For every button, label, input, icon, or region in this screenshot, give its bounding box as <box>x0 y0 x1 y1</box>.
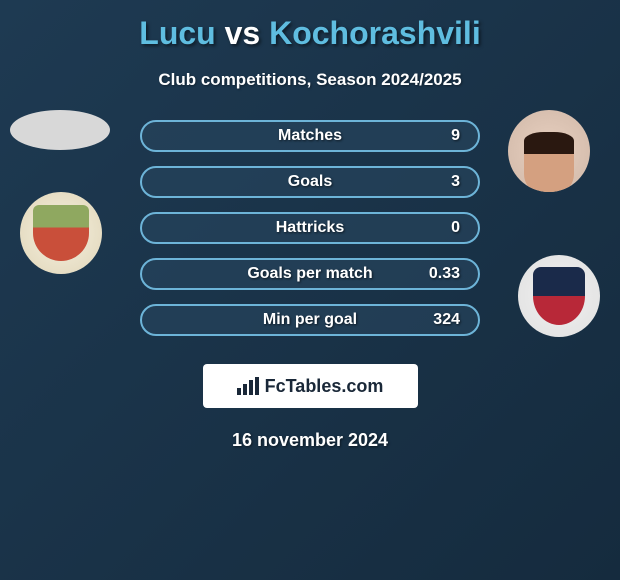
subtitle: Club competitions, Season 2024/2025 <box>158 70 461 90</box>
stat-row-hattricks: Hattricks 0 <box>140 212 480 244</box>
bar-chart-icon <box>237 377 259 395</box>
stat-row-goals-per-match: Goals per match 0.33 <box>140 258 480 290</box>
date-text: 16 november 2024 <box>232 430 388 451</box>
stat-row-matches: Matches 9 <box>140 120 480 152</box>
stat-value: 324 <box>433 311 460 329</box>
stat-value: 3 <box>451 173 460 191</box>
player1-club-badge <box>20 192 102 274</box>
elche-crest-icon <box>33 205 89 261</box>
stat-value: 9 <box>451 127 460 145</box>
player2-name: Kochorashvili <box>269 15 481 51</box>
comparison-card: Lucu vs Kochorashvili Club competitions,… <box>0 0 620 466</box>
player1-name: Lucu <box>139 15 215 51</box>
player2-club-badge <box>518 255 600 337</box>
vs-text: vs <box>225 15 261 51</box>
player2-avatar <box>508 110 590 192</box>
stats-area: Matches 9 Goals 3 Hattricks 0 Goals per … <box>0 120 620 336</box>
stat-label: Matches <box>278 127 342 145</box>
stat-value: 0 <box>451 219 460 237</box>
levante-crest-icon <box>533 267 585 325</box>
face-icon <box>524 132 574 192</box>
stat-label: Min per goal <box>263 311 357 329</box>
stat-rows: Matches 9 Goals 3 Hattricks 0 Goals per … <box>140 120 480 336</box>
stat-label: Goals per match <box>247 265 372 283</box>
fctables-badge[interactable]: FcTables.com <box>203 364 418 408</box>
stat-label: Goals <box>288 173 332 191</box>
hair-icon <box>524 132 574 154</box>
stat-row-min-per-goal: Min per goal 324 <box>140 304 480 336</box>
stat-label: Hattricks <box>276 219 344 237</box>
stat-value: 0.33 <box>429 265 460 283</box>
player1-avatar-placeholder <box>10 110 110 150</box>
stat-row-goals: Goals 3 <box>140 166 480 198</box>
page-title: Lucu vs Kochorashvili <box>139 15 480 52</box>
fctables-text: FcTables.com <box>265 376 384 397</box>
